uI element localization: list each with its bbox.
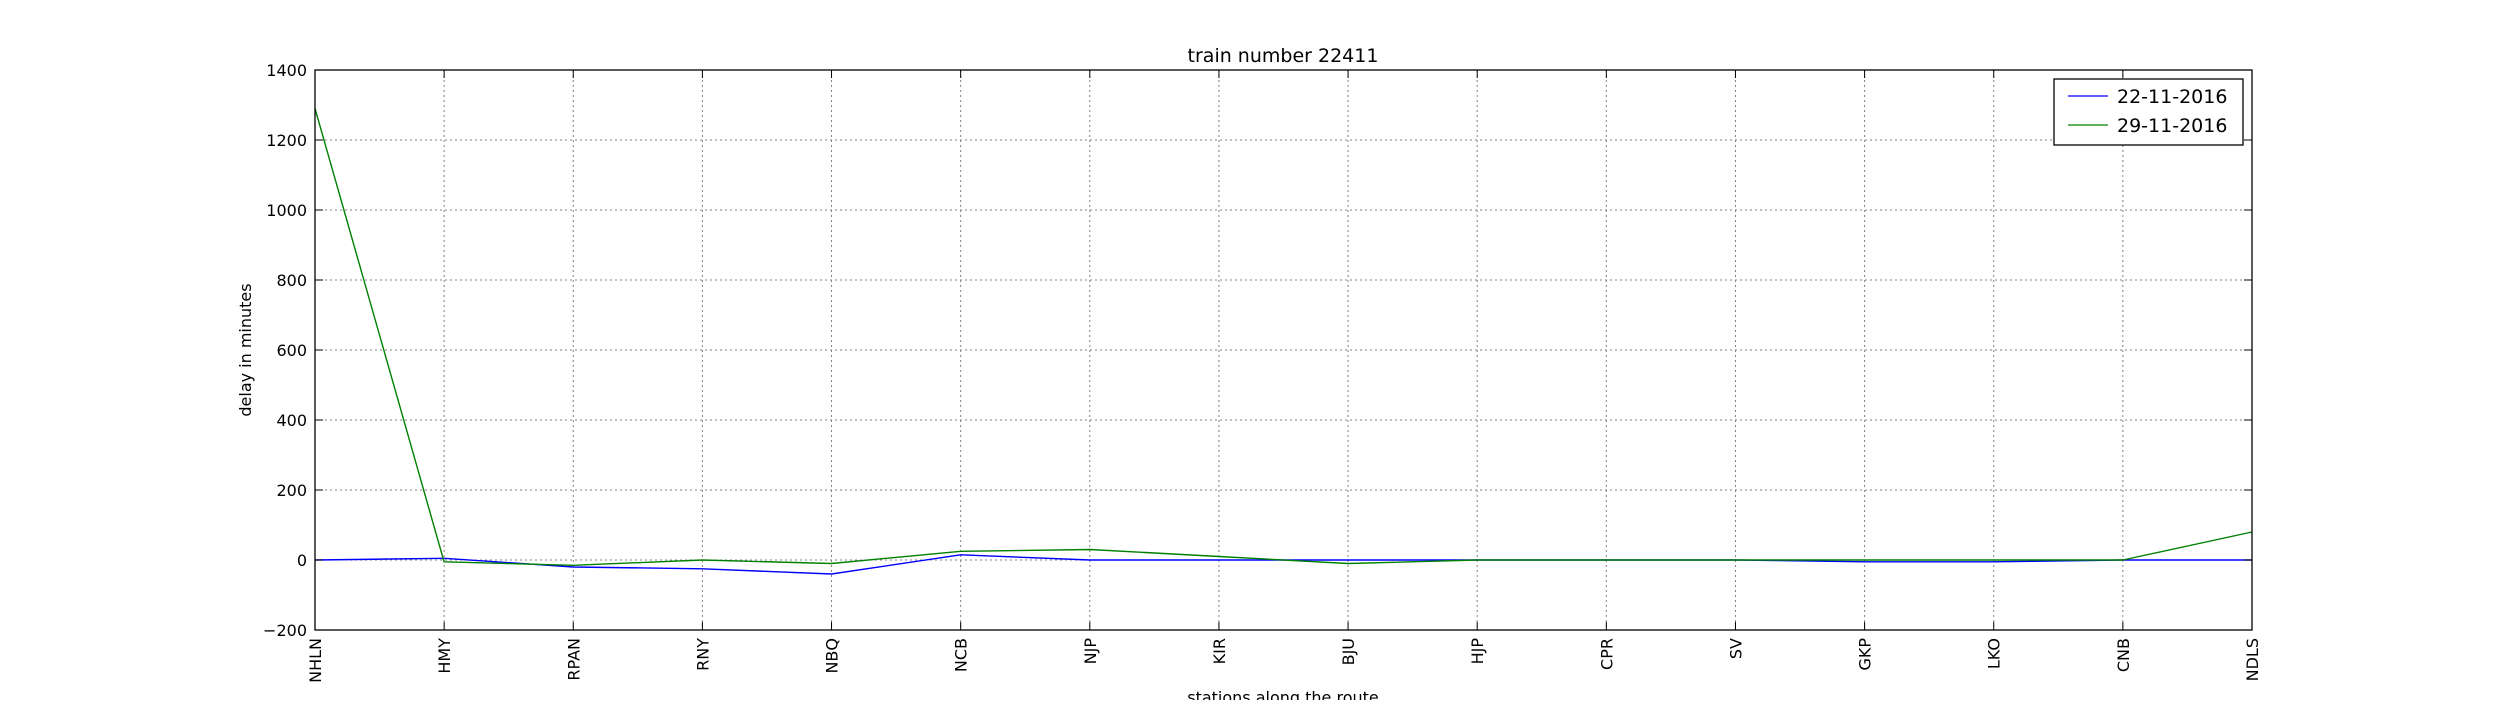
x-tick-label: CNB bbox=[2114, 638, 2133, 672]
y-tick-label: −200 bbox=[263, 621, 307, 640]
x-tick-label: NCB bbox=[952, 638, 971, 672]
y-tick-label: 1000 bbox=[266, 201, 307, 220]
legend-label-series-1: 22-11-2016 bbox=[2117, 86, 2227, 108]
x-tick-label: NHLN bbox=[306, 638, 325, 683]
x-tick-label: KIR bbox=[1210, 638, 1229, 664]
y-axis-label: delay in minutes bbox=[236, 283, 255, 416]
legend-label-series-2: 29-11-2016 bbox=[2117, 115, 2227, 137]
x-tick-label: NJP bbox=[1081, 638, 1100, 665]
x-tick-label: HMY bbox=[435, 638, 454, 674]
x-tick-label: BJU bbox=[1339, 638, 1358, 665]
y-tick-label: 200 bbox=[276, 481, 307, 500]
x-tick-label: LKO bbox=[1985, 638, 2004, 669]
legend: 22-11-2016 29-11-2016 bbox=[2053, 78, 2244, 146]
x-tick-label: RNY bbox=[693, 638, 712, 671]
series-line-2 bbox=[314, 108, 2253, 566]
x-tick-label: NDLS bbox=[2243, 638, 2262, 681]
y-tick-label: 400 bbox=[276, 411, 307, 430]
chart-title: train number 22411 bbox=[1188, 45, 1379, 67]
y-tick-label: 1200 bbox=[266, 131, 307, 150]
x-tick-label: SV bbox=[1726, 638, 1745, 659]
x-axis-ticks: NHLN HMY RPAN RNY NBQ NCB NJP KIR BJU HJP CPR SV GKP… bbox=[306, 70, 2262, 683]
y-tick-label: 800 bbox=[276, 271, 307, 290]
grid-lines bbox=[315, 70, 2252, 630]
y-tick-label: 1400 bbox=[266, 61, 307, 80]
x-axis-label: stations along the route bbox=[1187, 688, 1379, 700]
y-tick-label: 600 bbox=[276, 341, 307, 360]
x-tick-label: CPR bbox=[1597, 638, 1616, 670]
x-tick-label: HJP bbox=[1468, 638, 1487, 665]
legend-box bbox=[2053, 78, 2244, 146]
x-tick-label: RPAN bbox=[564, 638, 583, 681]
y-tick-label: 0 bbox=[297, 551, 307, 570]
y-axis-ticks: −200 0 200 400 600 800 1000 1200 1400 bbox=[263, 61, 2252, 640]
series-lines bbox=[314, 108, 2253, 575]
x-tick-label: GKP bbox=[1856, 638, 1875, 671]
x-tick-label: NBQ bbox=[823, 638, 842, 674]
